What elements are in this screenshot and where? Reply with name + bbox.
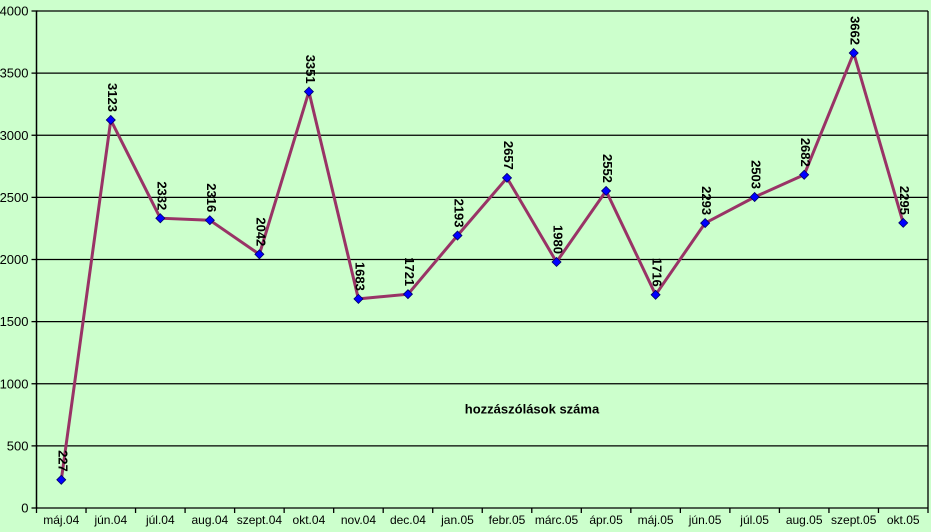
x-axis-label: szept.05 (831, 513, 877, 527)
x-axis-label: máj.04 (43, 513, 79, 527)
data-label: 3123 (105, 83, 120, 112)
data-label: 3662 (848, 16, 863, 45)
data-label: 2552 (600, 154, 615, 183)
data-point-marker (56, 474, 67, 485)
data-point-marker (898, 217, 909, 228)
data-label: 227 (55, 450, 70, 472)
data-point-marker (501, 172, 513, 183)
series-line (59, 48, 905, 481)
x-axis-label: okt.04 (293, 513, 326, 527)
data-label: 1716 (650, 258, 665, 287)
y-axis-label: 0 (21, 501, 28, 516)
data-label: 2332 (154, 181, 169, 210)
data-label: 2042 (253, 217, 268, 246)
data-label: 2293 (699, 186, 714, 215)
x-axis-label: máj.05 (638, 513, 674, 527)
chart-title: hozzászólások száma (464, 401, 600, 417)
data-point-marker (254, 249, 265, 260)
data-point-marker (749, 191, 760, 203)
y-axis-label: 1500 (0, 314, 29, 329)
x-axis-label: jún.05 (688, 513, 722, 527)
x-axis-label: nov.04 (341, 513, 376, 527)
data-label: 1721 (402, 257, 417, 286)
y-axis-label: 1000 (0, 376, 29, 391)
data-label: 1980 (551, 225, 566, 254)
y-axis-label: 3000 (0, 128, 29, 143)
x-axis-label: okt.05 (887, 513, 920, 527)
y-axis-label: 2500 (0, 190, 29, 205)
data-label: 3351 (303, 55, 318, 84)
data-label: 2295 (897, 186, 912, 215)
data-point-marker (353, 293, 364, 304)
data-point-marker (551, 256, 562, 268)
x-axis-label: aug.05 (786, 513, 823, 527)
y-axis-label: 4000 (0, 4, 29, 19)
x-axis-label: szept.04 (237, 513, 283, 527)
x-axis-label: aug.04 (191, 513, 228, 527)
x-axis-label: júl.04 (145, 513, 175, 527)
x-axis-label: jan.05 (440, 513, 474, 527)
data-point-marker (700, 218, 711, 229)
x-axis-label: ápr.05 (589, 513, 623, 527)
x-axis-label: febr.05 (489, 513, 526, 527)
data-point-marker (402, 289, 414, 300)
data-point-marker (105, 114, 116, 126)
data-label: 2193 (451, 199, 466, 228)
x-axis-label: dec.04 (390, 513, 426, 527)
y-axis-label: 3500 (0, 66, 29, 81)
y-axis-label: 500 (7, 438, 29, 453)
data-point-marker (799, 169, 810, 180)
x-axis-label: jún.04 (93, 513, 127, 527)
data-point-marker (155, 213, 166, 224)
data-point-marker (204, 215, 215, 226)
data-point-marker (848, 47, 859, 59)
data-point-marker (303, 86, 314, 97)
data-point-marker (452, 230, 463, 241)
data-label: 2316 (204, 183, 219, 212)
data-label: 1683 (352, 262, 367, 291)
x-axis-label: márc.05 (535, 513, 579, 527)
data-label: 2657 (501, 141, 516, 170)
data-point-marker (601, 185, 612, 196)
y-axis-label: 2000 (0, 252, 29, 267)
x-axis-label: júl.05 (739, 513, 769, 527)
data-label: 2503 (749, 160, 764, 189)
data-label: 2682 (798, 138, 813, 167)
data-point-marker (650, 289, 661, 300)
